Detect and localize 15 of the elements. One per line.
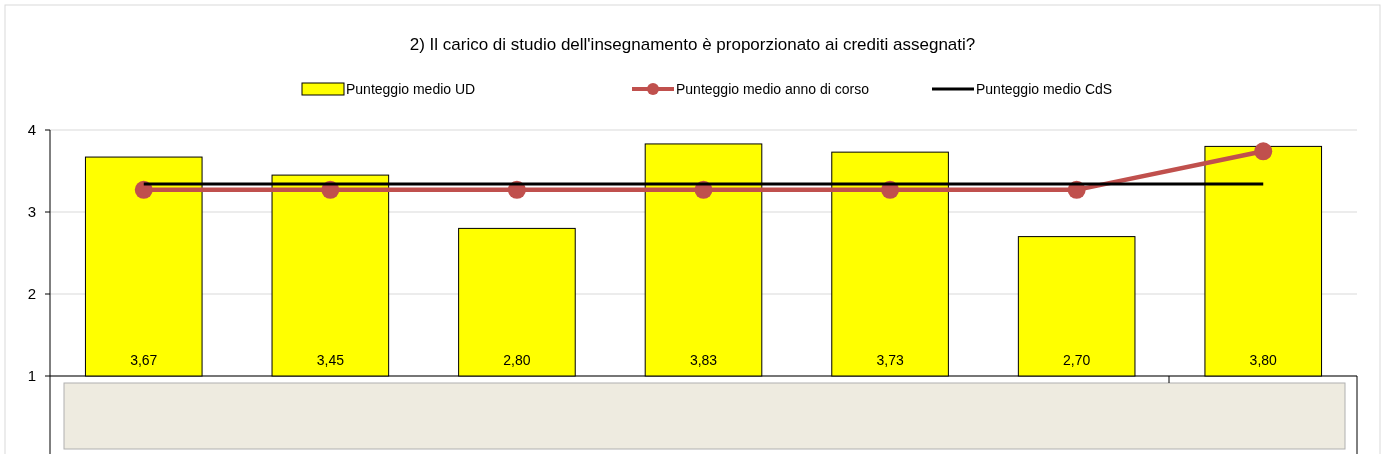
y-tick-label: 3 [27,203,36,220]
y-tick-label: 1 [27,367,36,384]
chart-title: 2) Il carico di studio dell'insegnamento è proporzionato ai crediti assegnati? [409,35,976,54]
data-label: 3,83 [689,352,718,368]
y-tick-label: 2 [27,285,36,302]
data-label: 3,67 [130,352,158,368]
legend-label: Punteggio medio UD [346,81,476,97]
y-tick-label: 4 [27,121,36,138]
legend-label: Punteggio medio CdS [976,81,1113,97]
data-label: 3,73 [876,352,904,368]
data-label: 3,80 [1249,352,1278,368]
data-label: 3,45 [316,352,345,368]
data-label: 2,80 [503,352,531,368]
legend-label: Punteggio medio anno di corso [676,81,870,97]
data-label: 2,70 [1063,352,1091,368]
